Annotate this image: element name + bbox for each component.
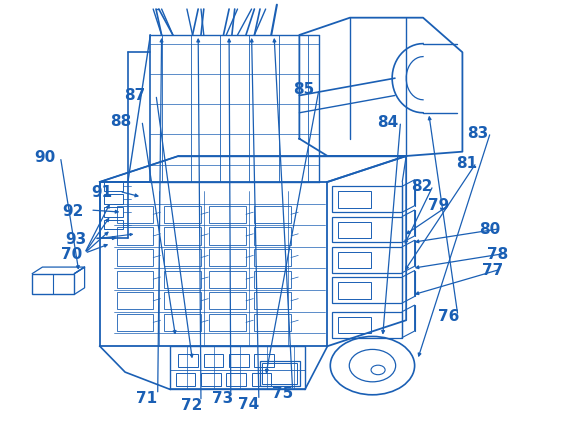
Bar xyxy=(210,228,246,245)
Bar xyxy=(116,293,153,310)
Bar xyxy=(226,373,246,386)
Text: 75: 75 xyxy=(272,385,293,401)
Text: 74: 74 xyxy=(238,396,259,411)
Bar xyxy=(338,283,371,299)
Bar xyxy=(332,247,402,273)
Bar xyxy=(254,354,274,367)
Text: 85: 85 xyxy=(293,82,315,97)
Text: 82: 82 xyxy=(411,178,433,194)
Bar xyxy=(251,373,271,386)
Bar xyxy=(204,354,224,367)
Text: 77: 77 xyxy=(481,262,503,277)
Bar xyxy=(254,314,291,331)
Bar xyxy=(176,373,195,386)
Text: 90: 90 xyxy=(34,150,56,165)
Bar xyxy=(164,271,201,288)
Text: 92: 92 xyxy=(63,203,84,218)
Bar xyxy=(332,187,402,213)
Text: 78: 78 xyxy=(486,246,508,261)
Bar xyxy=(116,314,153,331)
Bar xyxy=(338,252,371,269)
Text: 70: 70 xyxy=(61,246,82,261)
Text: 93: 93 xyxy=(65,232,86,247)
Bar xyxy=(254,271,291,288)
Bar xyxy=(104,207,123,217)
Text: 76: 76 xyxy=(438,309,459,324)
Text: 87: 87 xyxy=(124,88,146,103)
Bar xyxy=(229,354,249,367)
Bar xyxy=(116,228,153,245)
Bar xyxy=(210,250,246,266)
Bar xyxy=(210,314,246,331)
Bar xyxy=(116,206,153,224)
Bar xyxy=(164,206,201,224)
Bar xyxy=(116,271,153,288)
Bar xyxy=(210,293,246,310)
Text: 73: 73 xyxy=(212,390,233,405)
Bar xyxy=(210,271,246,288)
Text: 79: 79 xyxy=(428,197,449,212)
Bar xyxy=(210,206,246,224)
Bar xyxy=(262,364,297,385)
Bar xyxy=(332,217,402,243)
Text: 91: 91 xyxy=(91,184,112,200)
Text: 72: 72 xyxy=(181,397,202,412)
Bar xyxy=(179,354,198,367)
Bar xyxy=(164,293,201,310)
Bar xyxy=(201,373,221,386)
Bar xyxy=(116,250,153,266)
Text: 71: 71 xyxy=(136,390,157,405)
Bar xyxy=(338,222,371,239)
Text: 84: 84 xyxy=(377,115,399,130)
Bar xyxy=(332,277,402,303)
Bar xyxy=(254,250,291,266)
Text: 83: 83 xyxy=(467,125,489,140)
Bar xyxy=(254,206,291,224)
Text: 88: 88 xyxy=(110,114,131,129)
Bar xyxy=(164,314,201,331)
Bar xyxy=(338,192,371,208)
Bar xyxy=(164,228,201,245)
Text: 81: 81 xyxy=(457,156,477,171)
Bar xyxy=(32,274,75,295)
Bar xyxy=(254,293,291,310)
Bar xyxy=(260,361,301,386)
Text: 80: 80 xyxy=(479,222,500,237)
Bar xyxy=(170,346,305,389)
Bar xyxy=(104,182,123,191)
Bar xyxy=(104,220,123,230)
Bar xyxy=(104,194,123,204)
Bar xyxy=(332,312,402,338)
Bar xyxy=(338,317,371,333)
Bar xyxy=(164,250,201,266)
Bar xyxy=(254,228,291,245)
